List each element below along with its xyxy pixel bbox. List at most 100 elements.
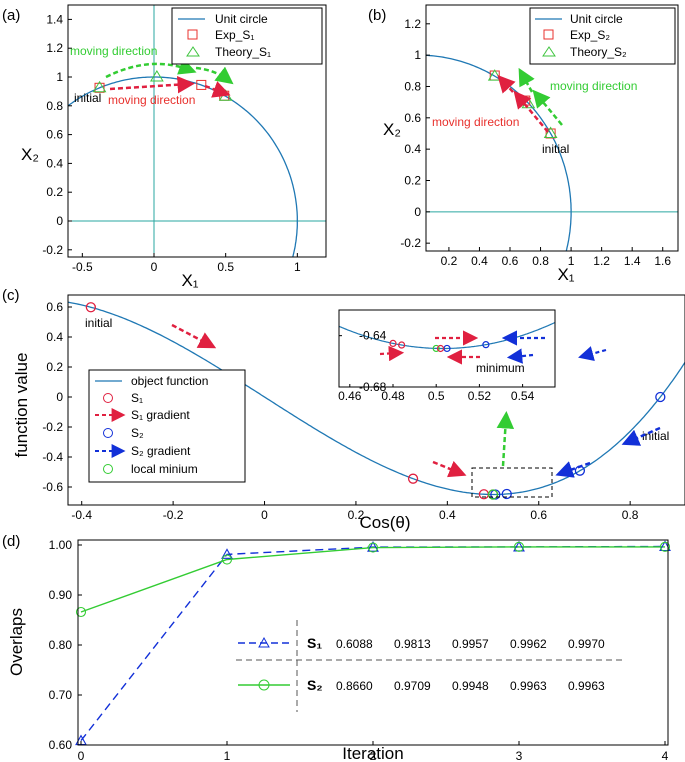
panel-a-arrow-green-1 (105, 58, 197, 79)
panel-b-ytick-label-4: 0.6 (404, 111, 421, 125)
inset-object-function (339, 321, 555, 350)
panel-b-legend-2: Theory_S₂ (570, 45, 627, 59)
panel-c-legend-s2-marker (103, 428, 113, 438)
panel-a-xtick-label-0: -0.5 (72, 260, 93, 274)
panel-b-ticks: 0.2 0.4 0.6 0.8 1 1.2 1.4 1.6 -0.2 0 0.2 0.4 0.6 0.8 1… (400, 17, 671, 268)
panel-c-annotation-initial-s1: initial (85, 316, 112, 330)
inset-arrow-s2-2 (506, 348, 534, 364)
panel-c-label: (c) (2, 287, 20, 304)
panel-c-legend-3: S₂ (131, 426, 144, 440)
panel-a-ytick-label-5: 0.8 (46, 99, 63, 113)
panel-b-annotation-red: moving direction (432, 115, 519, 129)
panel-d-ytick-label-4: 0.60 (49, 738, 73, 752)
inset-arrow-s2-3 (578, 346, 607, 361)
inset-ticks: 0.46 0.48 0.5 0.52 0.54 -0.64 -0.68 (338, 329, 534, 403)
panel-a-ticks: -0.5 0 0.5 1 -0.2 0 0.2 0.4 0.6 0.8 1 1.2 1.4 (42, 12, 301, 274)
inset-xtick-label-3: 0.52 (468, 389, 492, 403)
panel-c-min-point-0 (487, 489, 499, 500)
panel-a-ytick-label-6: 1 (56, 70, 63, 84)
panel-c-frame (67, 294, 685, 506)
panel-c-xlabel: Cos(θ) (359, 513, 410, 532)
panel-c-s1-point-0 (85, 302, 97, 313)
panel-c: (c) -0.4 -0.2 0 0.2 0.4 0.6 0.8 0.6 0.4 0.2 0 -0.2 -… (2, 287, 685, 532)
inset-xtick-label-4: 0.54 (511, 389, 535, 403)
panel-a-legend-2: Theory_S₁ (215, 45, 271, 59)
panel-b-theory-point-0 (543, 126, 558, 138)
panel-a-xtick-label-2: 0.5 (217, 260, 234, 274)
panel-d-s2-point-4 (659, 541, 671, 552)
table-cell-s2-0: 0.8660 (336, 679, 373, 693)
panel-c-ytick-label-5: -0.4 (42, 450, 63, 464)
panel-b-legend-triangle (542, 46, 556, 57)
panel-a-label: (a) (2, 7, 20, 24)
panel-c-arrow-s2-2 (555, 461, 591, 478)
panel-a-arrow-green-2 (195, 66, 234, 85)
panel-d-s2-point-0 (75, 606, 87, 618)
panel-b-ylabel: X₂ (383, 120, 401, 139)
panel-b-annotation-green: moving direction (550, 79, 637, 93)
table-cell-s1-4: 0.9970 (568, 637, 605, 651)
panel-a-ytick-label-7: 1.2 (46, 41, 63, 55)
panel-b-xtick-label-1: 0.4 (471, 254, 488, 268)
panel-d-ytick-label-2: 0.80 (49, 638, 73, 652)
inset-point-4 (432, 344, 440, 353)
panel-a-ytick-label-4: 0.6 (46, 128, 63, 142)
panel-d-s2-line (80, 546, 665, 613)
panel-c-xtick-label-3: 0.2 (348, 508, 365, 522)
panel-b-ytick-label-7: 1.2 (404, 17, 421, 31)
table-cell-s2-3: 0.9963 (510, 679, 547, 693)
panel-b-label: (b) (368, 7, 386, 24)
panel-c-xtick-label-2: 0 (261, 508, 268, 522)
panel-a-exp-point-1 (196, 79, 207, 90)
inset-arrow-s1-2 (379, 345, 405, 362)
panel-c-ylabel: function value (12, 353, 31, 458)
panel-b-unit-circle (426, 54, 572, 251)
panel-d-table-s2-name: S₂ (307, 677, 323, 693)
panel-d-ytick-label-3: 0.70 (49, 688, 73, 702)
panel-d-xtick-label-2: 2 (370, 749, 377, 762)
panel-d-xlabel: Iteration (342, 744, 403, 762)
panel-a-arrow-red-2 (204, 81, 231, 98)
panel-d-ylabel: Overlaps (7, 608, 26, 676)
table-cell-s2-2: 0.9948 (452, 679, 489, 693)
panel-c-s2-point-2 (501, 488, 512, 500)
panel-c-ytick-label-0: 0.6 (46, 300, 63, 314)
panel-c-xtick-label-1: -0.2 (163, 508, 184, 522)
panel-b-ytick-label-1: 0 (414, 205, 421, 219)
panel-c-zoom-box (471, 467, 553, 498)
panel-d-xtick-label-0: 0 (78, 749, 85, 762)
panel-a-legend-1: Exp_S₁ (215, 28, 254, 42)
panel-c-ytick-label-1: 0.4 (46, 330, 63, 344)
panel-d-table-s1-name: S₁ (307, 635, 322, 651)
panel-c-ytick-label-2: 0.2 (46, 360, 63, 374)
panel-d-s2-point-3 (513, 541, 525, 552)
panel-c-ytick-label-4: -0.2 (42, 420, 63, 434)
panel-b-xtick-label-0: 0.2 (441, 254, 458, 268)
panel-b-arrow-red-1 (513, 90, 549, 133)
panel-c-xtick-label-6: 0.8 (622, 508, 639, 522)
panel-b-xtick-label-3: 0.8 (532, 254, 549, 268)
panel-d-xtick-label-1: 1 (224, 749, 231, 762)
table-cell-s1-3: 0.9962 (510, 637, 547, 651)
panel-c-arrow-s2-1 (621, 426, 661, 446)
panel-a-legend-0: Unit circle (215, 12, 268, 26)
panel-c-arrow-s1-1 (171, 323, 217, 349)
panel-a-xlabel: X₁ (181, 271, 198, 290)
panel-a-legend-triangle (186, 46, 200, 57)
panel-b-xtick-label-7: 1.6 (654, 254, 671, 268)
panel-a-frame (67, 4, 327, 258)
panel-c-legend-1: S₁ (131, 391, 143, 405)
panel-d-legend-table: S₁ S₂ 0.6088 0.9813 0.9957 0.9962 0.9970… (236, 620, 622, 712)
panel-a-theory-point-1 (149, 70, 164, 82)
panel-c-legend: object function S₁ S₁ gradient S₂ S₂ gra… (88, 369, 246, 483)
panel-a-ytick-label-3: 0.4 (46, 156, 63, 170)
panel-c-xtick-label-5: 0.6 (530, 508, 547, 522)
panel-d-s2-point-1 (221, 554, 233, 565)
panel-b-xlabel: X₁ (557, 265, 574, 284)
panel-c-ytick-label-3: 0 (56, 390, 63, 404)
inset-ytick-label-1: -0.68 (359, 380, 387, 394)
panel-b-xtick-label-6: 1.4 (624, 254, 641, 268)
panel-b-ytick-label-6: 1 (414, 48, 421, 62)
panel-d-plot-area (75, 540, 671, 746)
